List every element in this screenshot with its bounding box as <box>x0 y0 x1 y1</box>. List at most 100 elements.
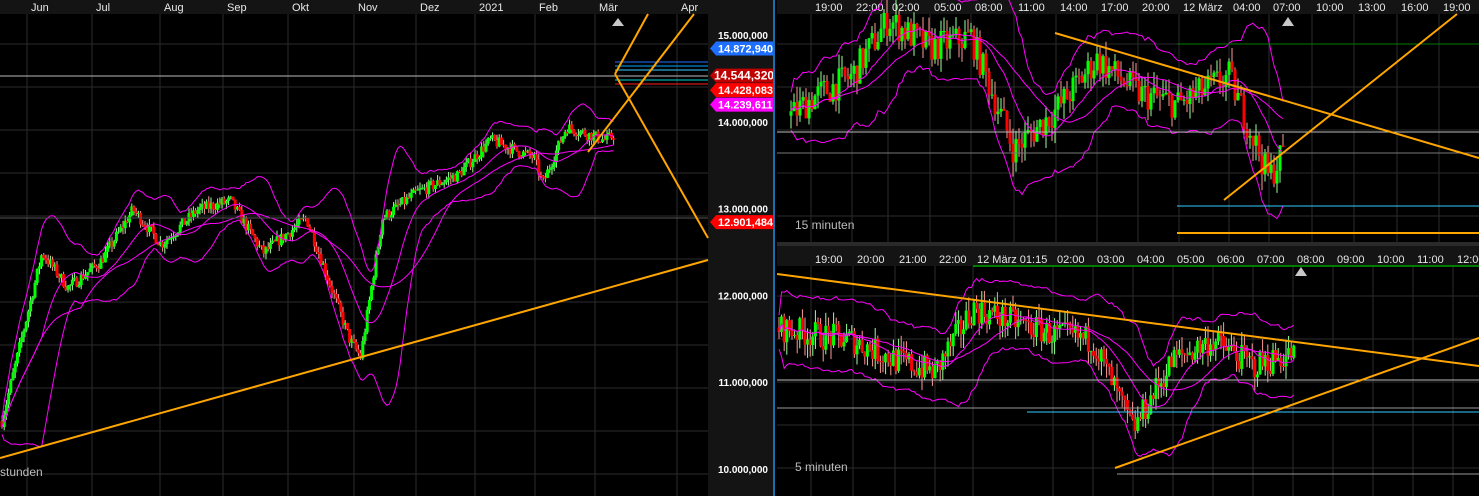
15min-chart[interactable]: 19:00 22:00 02:00 05:00 08:00 11:00 14:00 17:00… <box>777 0 1479 243</box>
candle <box>1237 361 1241 369</box>
candle <box>1095 53 1099 71</box>
candle <box>211 203 215 210</box>
candle <box>117 231 121 233</box>
candle <box>191 210 195 217</box>
trend-line <box>1054 32 1479 159</box>
candle <box>543 177 547 179</box>
candle <box>271 240 275 243</box>
candle <box>385 210 389 218</box>
candle <box>528 150 532 156</box>
candle <box>321 263 325 265</box>
candle <box>1263 355 1267 367</box>
price-tag-label: 14.239,611 <box>718 100 772 112</box>
candle <box>473 154 477 162</box>
price-tag <box>710 41 773 56</box>
candle <box>383 217 387 220</box>
candle <box>951 333 955 347</box>
time-tick-label: 10:00 <box>1377 254 1405 266</box>
candle <box>1083 74 1087 83</box>
candle <box>902 350 906 353</box>
candle <box>831 84 835 102</box>
candle <box>172 236 176 239</box>
candle <box>1284 354 1288 367</box>
candle <box>469 158 473 168</box>
candle <box>1164 92 1168 95</box>
time-tick-label: 05:00 <box>934 2 962 14</box>
candle <box>1190 352 1194 360</box>
price-tag <box>710 68 773 83</box>
panel-splitter[interactable] <box>777 242 1479 246</box>
candle <box>286 233 290 235</box>
candle <box>1224 346 1228 351</box>
candle <box>962 329 966 335</box>
time-tick-label: 14:00 <box>1060 2 1088 14</box>
candle <box>13 363 17 373</box>
candle <box>972 29 976 60</box>
candle <box>842 342 846 347</box>
candle <box>1060 324 1064 326</box>
candle <box>808 339 812 346</box>
candle <box>1141 399 1145 419</box>
candle <box>557 140 561 151</box>
candle <box>1107 66 1111 78</box>
candle <box>40 255 44 267</box>
candle <box>343 322 347 325</box>
candle <box>923 355 927 378</box>
candle <box>807 99 811 119</box>
candle <box>1110 366 1114 386</box>
candle <box>1272 164 1276 184</box>
candle <box>822 81 826 83</box>
candle <box>954 323 958 334</box>
candle <box>1203 88 1207 96</box>
candle <box>1123 395 1127 401</box>
candle <box>876 338 880 362</box>
candle <box>876 41 880 50</box>
candle <box>330 285 334 293</box>
candle <box>0 420 4 427</box>
candle <box>372 277 376 287</box>
candle <box>930 366 934 379</box>
trend-line <box>777 273 1479 367</box>
5min-chart[interactable]: 19:00 20:00 21:00 22:00 12 März 01:15 02:00 03… <box>777 246 1479 496</box>
candle <box>482 146 486 152</box>
candle <box>438 180 442 185</box>
candle <box>348 328 352 343</box>
candle <box>1194 90 1198 98</box>
candle <box>240 209 244 224</box>
candle <box>238 206 242 210</box>
candle <box>323 263 327 276</box>
candle <box>444 179 448 183</box>
candle <box>1196 340 1200 353</box>
daily-chart-panel[interactable]: Jun Jul Aug Sep Okt Nov Dez 2021 Feb Mär Apr 15.000… <box>0 0 775 496</box>
daily-chart[interactable]: Jun Jul Aug Sep Okt Nov Dez 2021 Feb Mär Apr 15.000… <box>0 0 775 496</box>
15min-chart-panel[interactable]: 19:00 22:00 02:00 05:00 08:00 11:00 14:00 17:00… <box>777 0 1479 243</box>
candle <box>84 275 88 279</box>
candle <box>429 181 433 183</box>
candle <box>1218 71 1222 86</box>
5min-chart-panel[interactable]: 19:00 20:00 21:00 22:00 12 März 01:15 02:00 03… <box>777 246 1479 496</box>
candle <box>891 22 895 29</box>
candle <box>900 27 904 42</box>
candle <box>1017 139 1021 144</box>
candle <box>535 154 539 160</box>
candle <box>1212 72 1216 78</box>
candle <box>951 35 955 37</box>
candle <box>1177 349 1181 355</box>
candle <box>519 156 523 158</box>
candle <box>227 197 231 201</box>
candle <box>612 138 616 140</box>
candle <box>1140 86 1144 102</box>
candle <box>145 227 149 233</box>
candle <box>978 37 982 75</box>
candle <box>1173 100 1177 118</box>
time-tick-label: 05:00 <box>1177 254 1205 266</box>
candle <box>222 198 226 204</box>
time-tick-label: 10:00 <box>1316 2 1344 14</box>
candle <box>1099 349 1103 362</box>
time-axis <box>777 246 1479 266</box>
candle <box>1116 61 1120 77</box>
candle <box>1023 132 1027 148</box>
candle <box>262 245 266 254</box>
candle <box>1209 75 1213 78</box>
candle <box>790 330 794 336</box>
